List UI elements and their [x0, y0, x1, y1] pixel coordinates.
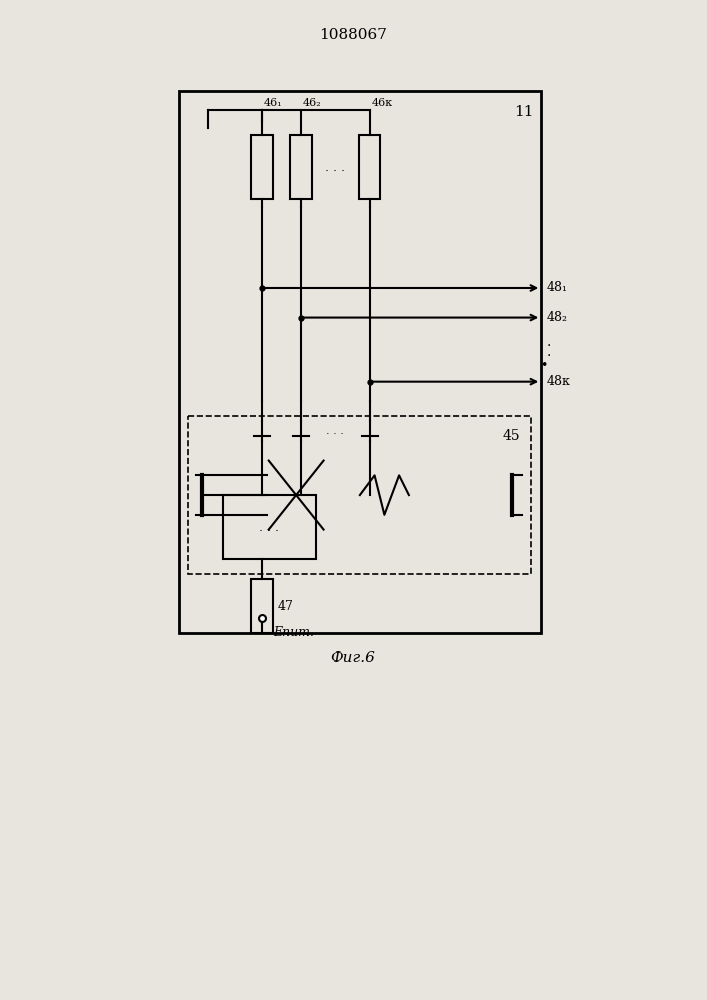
- Text: 46к: 46к: [372, 98, 393, 108]
- Bar: [359, 135, 380, 199]
- Text: 48₂: 48₂: [546, 311, 567, 324]
- Text: •: •: [540, 359, 548, 372]
- Text: 1088067: 1088067: [319, 28, 387, 42]
- Text: Фиг.6: Фиг.6: [331, 651, 375, 665]
- Text: 46₂: 46₂: [303, 98, 322, 108]
- Bar: [251, 135, 273, 199]
- Bar: [291, 135, 312, 199]
- Bar: [223, 495, 316, 559]
- Text: 48₁: 48₁: [546, 281, 567, 294]
- Text: 46₁: 46₁: [264, 98, 282, 108]
- Bar: [188, 416, 532, 574]
- Text: 45: 45: [503, 429, 520, 443]
- Text: 47: 47: [278, 600, 293, 613]
- Text: . . .: . . .: [327, 426, 344, 436]
- Text: . . .: . . .: [259, 521, 279, 534]
- Text: .: .: [546, 345, 551, 359]
- Text: Eпит.: Eпит.: [274, 626, 315, 639]
- Bar: [178, 91, 542, 633]
- Text: 48к: 48к: [546, 375, 570, 388]
- Text: 11: 11: [514, 105, 533, 119]
- Bar: [251, 579, 273, 633]
- Text: . . .: . . .: [325, 161, 345, 174]
- Text: .: .: [546, 335, 551, 349]
